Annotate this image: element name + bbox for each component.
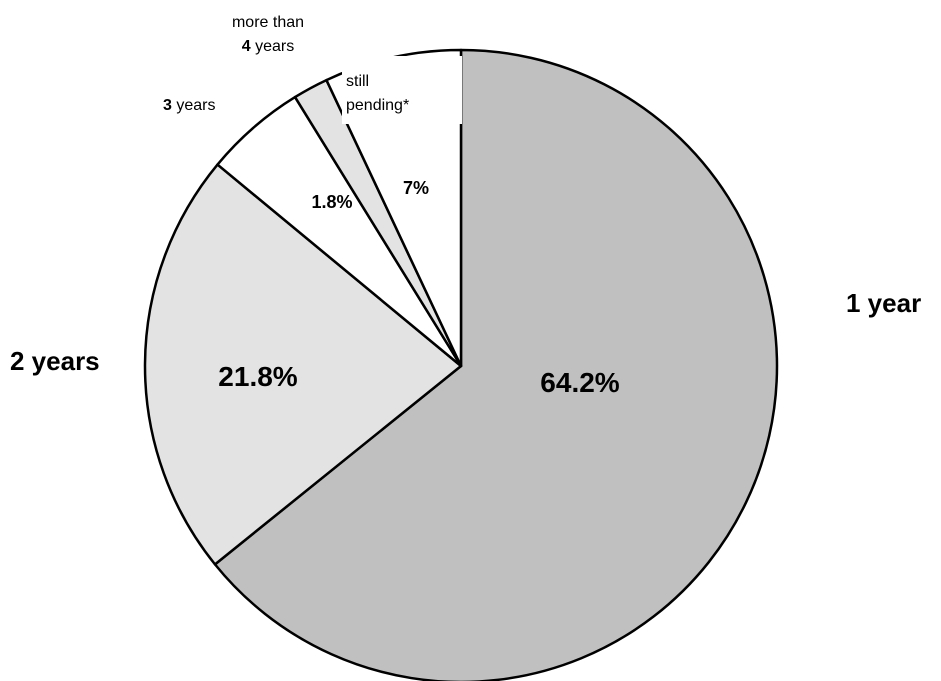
pie-slice-1-year bbox=[213, 48, 779, 681]
category-label-4-years: 4 years bbox=[242, 38, 294, 55]
slice-value-2-years: 21.8% bbox=[218, 361, 297, 392]
category-label-4-num: 4 bbox=[242, 38, 251, 55]
category-label-4-text: years bbox=[251, 38, 295, 55]
slice-value-more-than-4-years: 1.8% bbox=[311, 192, 352, 212]
pending-label-background bbox=[342, 56, 462, 124]
category-label-pending: pending* bbox=[346, 97, 409, 114]
category-label-2-years: 2 years bbox=[10, 346, 100, 376]
category-label-3-num: 3 bbox=[163, 97, 172, 114]
category-label-1-year: 1 year bbox=[846, 288, 921, 318]
slice-value-still-pending: 7% bbox=[403, 178, 429, 198]
pie-slice-2-years bbox=[143, 163, 463, 566]
category-label-3-text: years bbox=[172, 97, 216, 114]
category-label-more-than: more than bbox=[232, 14, 304, 31]
slice-value-1-year: 64.2% bbox=[540, 367, 619, 398]
category-label-still: still bbox=[346, 73, 369, 90]
pie-slices bbox=[143, 48, 779, 681]
category-label-3-years: 3 years bbox=[163, 97, 215, 114]
